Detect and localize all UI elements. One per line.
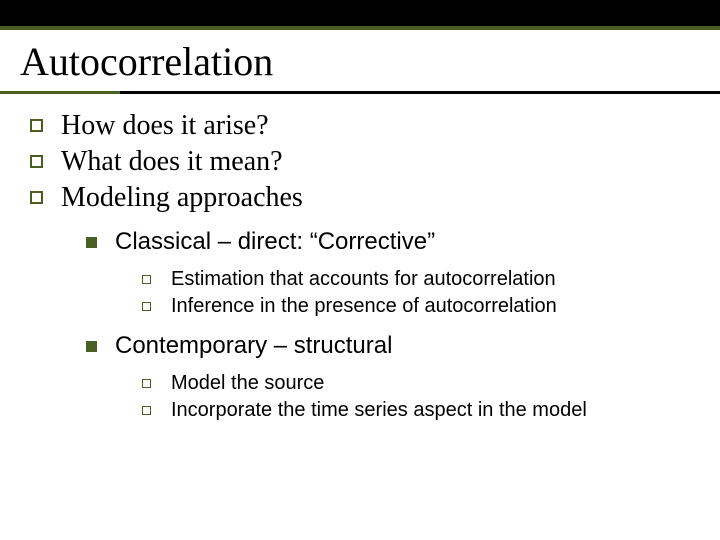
bullet-level3: Model the source [142,372,690,395]
title-area: Autocorrelation [0,30,720,89]
bullet-text: Incorporate the time series aspect in th… [171,399,587,422]
square-open-small-icon [142,379,151,388]
bullet-text: Model the source [171,372,324,395]
bullet-level1: How does it arise? [30,110,690,142]
bullet-text: Contemporary – structural [115,332,392,360]
bullet-text: What does it mean? [61,146,283,178]
bullet-level2: Contemporary – structural [86,332,690,360]
level2-group: Classical – direct: “Corrective” Estimat… [30,218,690,436]
square-open-icon [30,191,43,204]
bullet-level3: Estimation that accounts for autocorrela… [142,268,690,291]
square-open-small-icon [142,275,151,284]
square-filled-icon [86,341,97,352]
bullet-text: Classical – direct: “Corrective” [115,228,435,256]
slide-title: Autocorrelation [20,38,700,85]
square-open-small-icon [142,406,151,415]
underline-main [120,91,720,94]
bullet-level1: What does it mean? [30,146,690,178]
square-open-small-icon [142,302,151,311]
title-underline [0,91,720,94]
content-area: How does it arise? What does it mean? Mo… [0,94,720,436]
bullet-level3: Incorporate the time series aspect in th… [142,399,690,422]
square-filled-icon [86,237,97,248]
underline-accent [0,91,120,94]
level3-group: Estimation that accounts for autocorrela… [86,260,690,332]
bullet-text: Modeling approaches [61,182,303,214]
bullet-level1: Modeling approaches [30,182,690,214]
square-open-icon [30,119,43,132]
level3-group: Model the source Incorporate the time se… [86,364,690,436]
bullet-text: Estimation that accounts for autocorrela… [171,268,556,291]
bullet-text: How does it arise? [61,110,269,142]
bullet-level2: Classical – direct: “Corrective” [86,228,690,256]
bullet-text: Inference in the presence of autocorrela… [171,295,557,318]
square-open-icon [30,155,43,168]
bullet-level3: Inference in the presence of autocorrela… [142,295,690,318]
top-bar [0,0,720,26]
